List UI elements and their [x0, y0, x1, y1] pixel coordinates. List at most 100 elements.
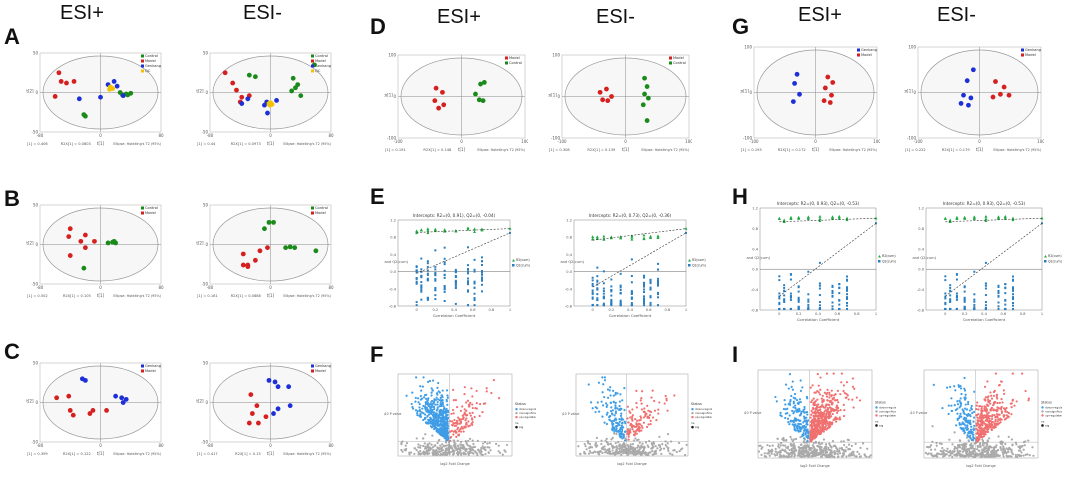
volcano-point-nonsig: [423, 442, 426, 445]
data-point-model: [1006, 92, 1012, 98]
volcano-point-nonsig: [833, 451, 837, 454]
volcano-point-nonsig: [484, 452, 487, 456]
q2-point: [1012, 286, 1014, 289]
volcano-point-nonsig: [1010, 455, 1013, 458]
x-axis-label: log2 Fold Change: [617, 462, 646, 466]
data-point-qc: [107, 84, 113, 90]
volcano-point-up: [638, 419, 641, 422]
volcano-point-nonsig: [621, 443, 624, 446]
volcano-point-up: [816, 373, 819, 376]
data-point-model: [67, 253, 73, 258]
volcano-point-nonsig: [760, 453, 763, 456]
legend-label-model: Model: [1025, 53, 1036, 57]
plot-e-neg: Intercepts: R2=(0, 0.73), Q2=(0, -0.36) -…: [560, 210, 706, 318]
legend-label-r2: R2(cum): [1048, 254, 1062, 258]
volcano-point-down: [432, 413, 435, 416]
data-point-control: [298, 93, 304, 99]
volcano-point-nonsig: [800, 443, 803, 446]
volcano-point-down: [965, 408, 969, 411]
volcano-point-nonsig: [986, 443, 989, 446]
q2-point: [481, 263, 483, 266]
x-tick-label: 0.6: [834, 312, 840, 316]
volcano-point-down: [419, 394, 422, 398]
volcano-point-nonsig: [781, 437, 784, 441]
r2-point: [426, 228, 430, 232]
volcano-point-nonsig: [609, 442, 613, 446]
volcano-point-down: [973, 390, 976, 393]
volcano-point-up: [673, 394, 676, 397]
q2-point: [443, 276, 446, 279]
q2-point: [602, 302, 605, 305]
volcano-point-up: [471, 423, 474, 426]
footer-left-text: [1] = 0.417: [197, 452, 218, 456]
volcano-point-nonsig: [611, 449, 614, 452]
data-point-model: [92, 238, 97, 244]
volcano-point-down: [446, 421, 449, 424]
volcano-point-down: [782, 407, 786, 411]
volcano-point-down: [426, 408, 429, 411]
x-axis-label: Correlation Coefficient: [609, 313, 652, 318]
volcano-point-down: [968, 409, 971, 412]
q2-point: [846, 307, 848, 310]
volcano-point-nonsig: [931, 425, 934, 428]
volcano-point-down: [419, 412, 422, 416]
y-tick-label: 0: [35, 90, 38, 95]
volcano-point-down: [947, 404, 950, 407]
legend-swatch-up: [1041, 414, 1044, 417]
q2-point: [838, 307, 841, 310]
x-tick-label: 0.2: [796, 312, 802, 316]
footer-left-text: [1] = 0.308: [549, 148, 570, 152]
volcano-point-nonsig: [802, 445, 806, 448]
volcano-point-down: [799, 379, 802, 382]
q2-original-point: [685, 231, 687, 234]
y-tick-label: -0.8: [389, 305, 397, 309]
volcano-point-down: [430, 391, 433, 394]
volcano-point-nonsig: [801, 449, 804, 452]
volcano-point-nonsig: [464, 449, 468, 453]
q2-point: [1012, 289, 1014, 292]
volcano-point-up: [1024, 389, 1027, 393]
volcano-point-nonsig: [989, 450, 993, 453]
q2-point: [481, 256, 483, 259]
volcano-point-nonsig: [869, 454, 872, 457]
legend-swatch-model: [311, 211, 314, 215]
q2-point: [426, 272, 429, 275]
volcano-point-up: [1011, 398, 1014, 401]
q2-point: [831, 307, 834, 310]
volcano-point-up: [834, 399, 837, 402]
volcano-point-nonsig: [993, 452, 996, 455]
volcano-point-up: [989, 426, 992, 429]
data-point-model: [234, 87, 239, 93]
volcano-point-up: [979, 414, 982, 418]
q2-point: [944, 301, 947, 304]
data-point-model: [230, 80, 236, 86]
volcano-point-down: [433, 407, 436, 411]
y-tick-label: 0: [205, 242, 208, 247]
q2-point: [657, 279, 659, 282]
data-point-model: [990, 94, 996, 100]
r2-point: [595, 237, 599, 240]
volcano-point-nonsig: [607, 443, 610, 446]
q2-point: [454, 302, 457, 305]
volcano-point-down: [799, 429, 802, 433]
q2-point: [630, 302, 633, 305]
volcano-point-up: [994, 425, 997, 429]
volcano-point-down: [973, 416, 976, 419]
volcano-point-up: [457, 433, 460, 437]
volcano-point-up: [1004, 409, 1007, 412]
volcano-point-up: [819, 406, 822, 409]
volcano-point-nonsig: [770, 452, 773, 455]
volcano-point-up: [826, 399, 829, 402]
q2-point: [846, 286, 848, 289]
volcano-point-up: [812, 408, 815, 411]
y-tick-label: -0.4: [751, 288, 759, 292]
data-point-model: [87, 411, 93, 416]
volcano-point-down: [972, 420, 975, 423]
volcano-point-up: [812, 432, 815, 435]
volcano-point-nonsig: [819, 443, 822, 446]
y-tick-label: -50: [31, 282, 38, 287]
volcano-point-nonsig: [1005, 454, 1008, 457]
volcano-point-nonsig: [579, 452, 582, 455]
data-point-genkang: [968, 95, 974, 101]
volcano-point-nonsig: [587, 452, 591, 455]
